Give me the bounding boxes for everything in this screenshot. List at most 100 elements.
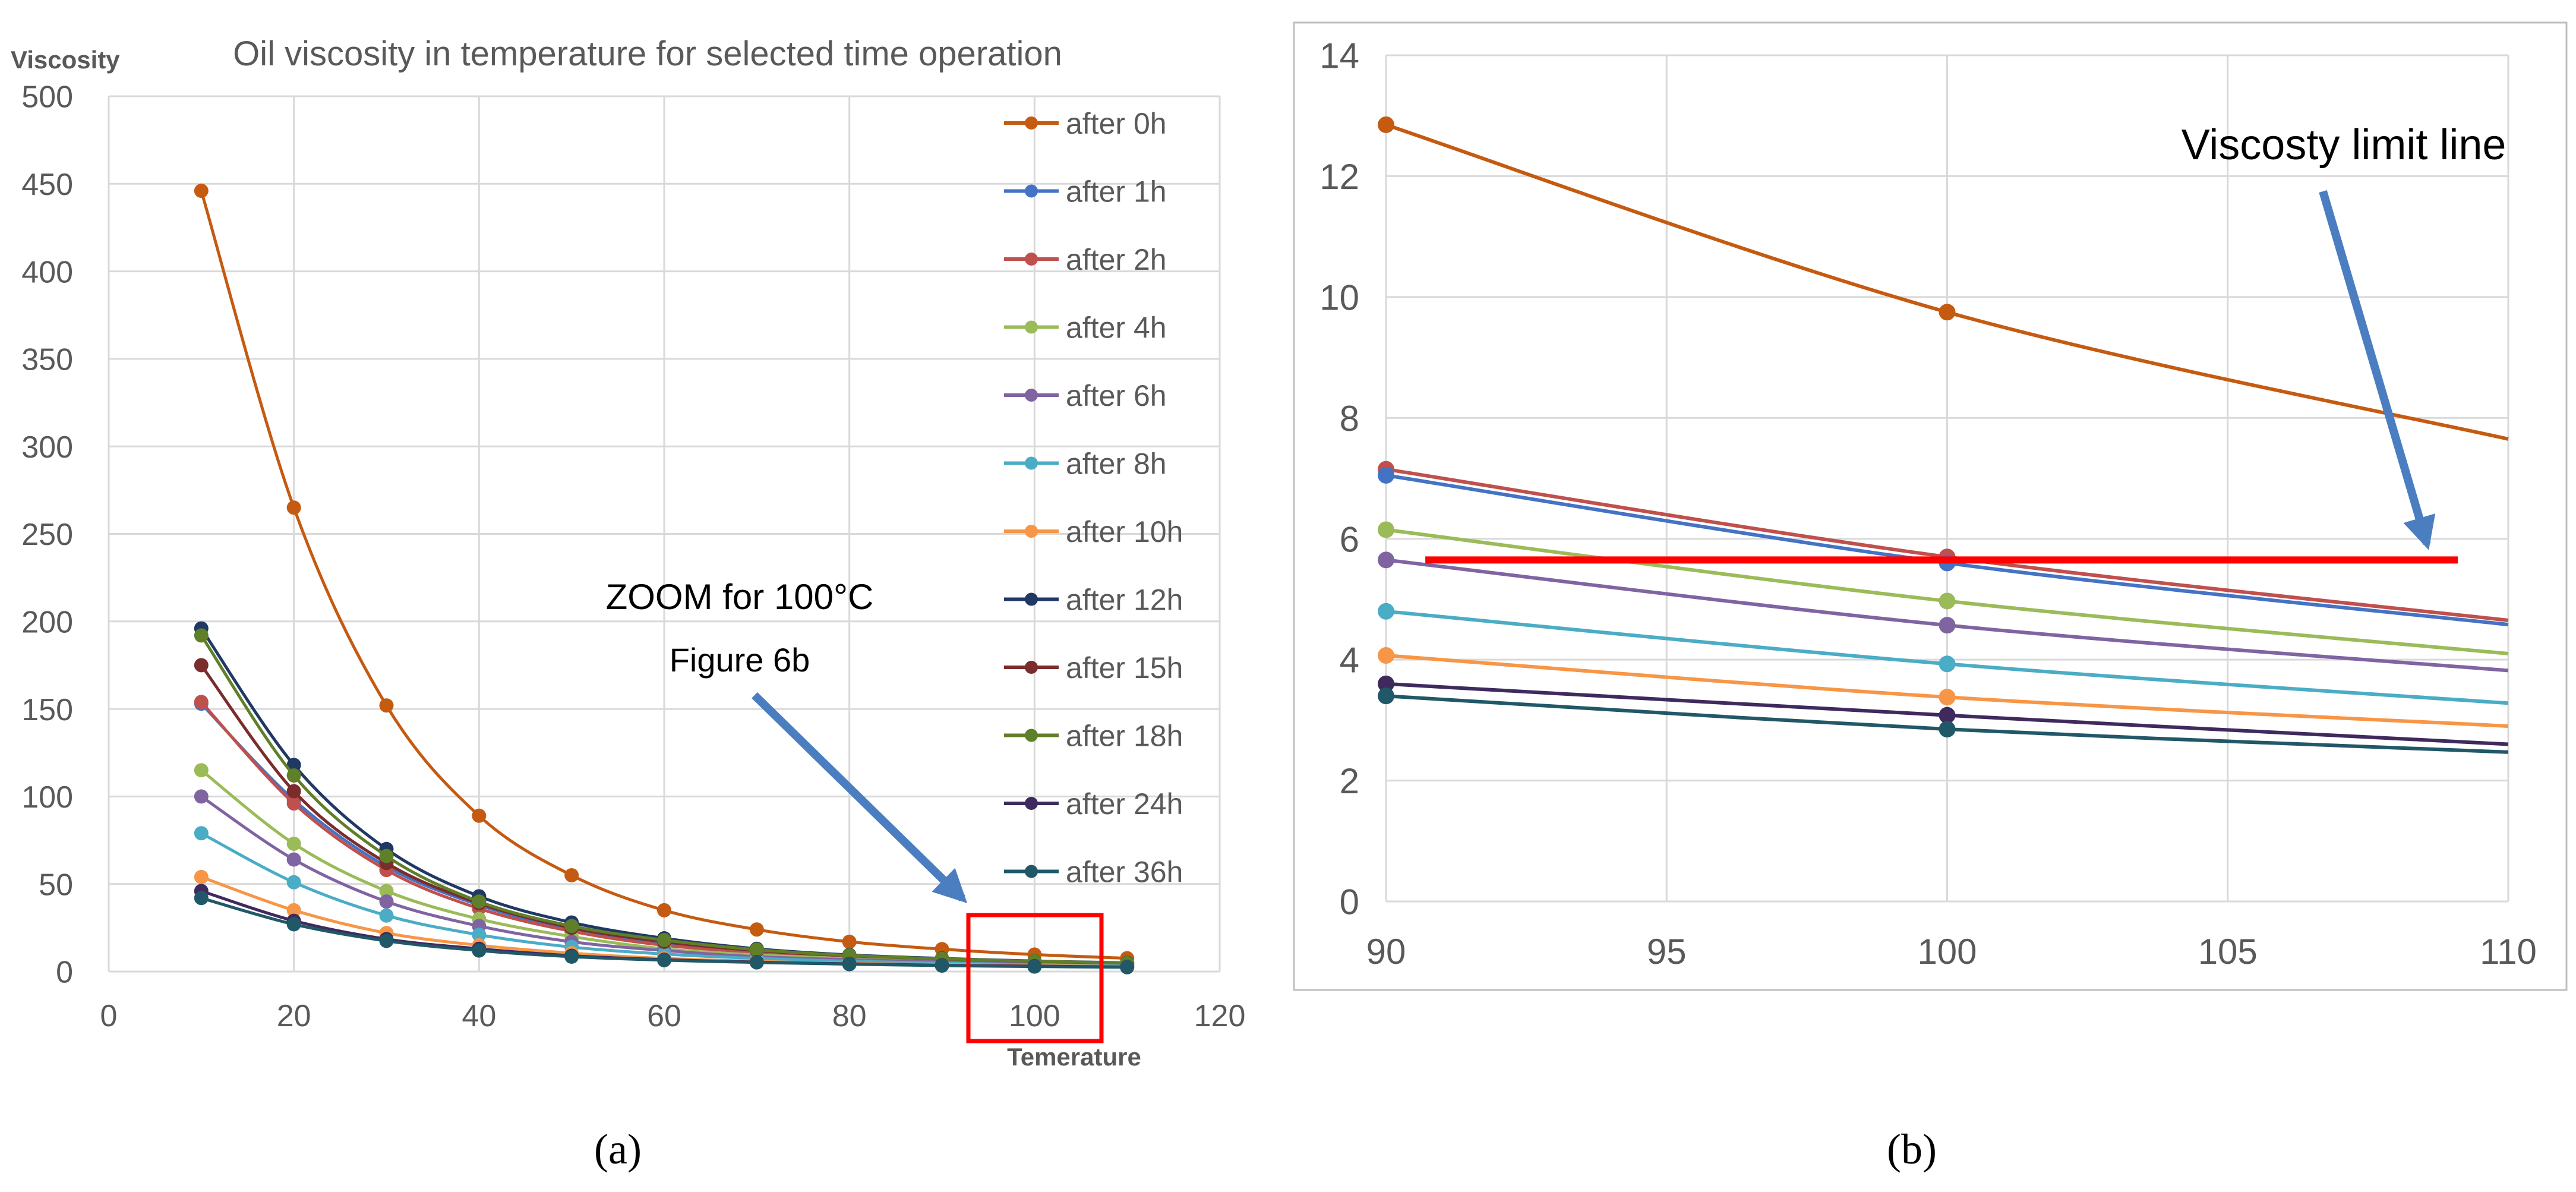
- legend-label-after-24h: after 24h: [1066, 787, 1183, 821]
- data-point-after-18h-30: [379, 849, 394, 863]
- zoom-annotation-line2: Figure 6b: [670, 641, 810, 679]
- x-tick-105: 105: [2198, 932, 2258, 972]
- zoom-box: [966, 913, 1104, 1043]
- legend-item-after-4h: after 4h: [1004, 311, 1167, 345]
- data-point-after-4h-100: [1939, 592, 1956, 610]
- y-tick-2: 2: [1340, 761, 1359, 801]
- x-tick-90: 90: [1366, 932, 1406, 972]
- data-point-after-36h-30: [379, 934, 394, 948]
- data-point-after-8h-10: [194, 826, 209, 841]
- y-tick-300: 300: [21, 430, 73, 465]
- y-tick-250: 250: [21, 518, 73, 552]
- data-point-after-18h-40: [472, 894, 487, 909]
- y-tick-10: 10: [1319, 277, 1359, 317]
- data-point-after-2h-10: [194, 695, 209, 709]
- chart-b-frame: [1293, 21, 2568, 991]
- data-point-after-6h-30: [379, 894, 394, 909]
- chart-a-caption: (a): [594, 1125, 642, 1173]
- y-tick-400: 400: [21, 255, 73, 289]
- legend-label-after-0h: after 0h: [1066, 107, 1167, 140]
- data-point-after-8h-40: [472, 928, 487, 942]
- data-point-after-10h-20: [286, 903, 301, 917]
- x-tick-40: 40: [462, 999, 496, 1033]
- y-tick-0: 0: [1340, 882, 1359, 922]
- data-point-after-0h-90: [1378, 116, 1394, 133]
- series-after-36h: [1378, 688, 2509, 754]
- x-tick-100: 100: [1009, 999, 1060, 1033]
- legend-label-after-12h: after 12h: [1066, 584, 1183, 617]
- data-point-after-36h-60: [657, 953, 671, 967]
- data-point-after-10h-10: [194, 869, 209, 884]
- data-point-after-36h-40: [472, 943, 487, 958]
- y-tick-500: 500: [21, 80, 73, 115]
- data-point-after-15h-20: [286, 784, 301, 799]
- legend-item-after-0h: after 0h: [1004, 107, 1167, 140]
- data-point-after-1h-90: [1378, 466, 1394, 484]
- legend-marker-after-24h: [1025, 797, 1038, 810]
- legend-marker-after-15h: [1025, 661, 1038, 674]
- chart-a-legend: after 0h after 1h after 2h after 4h after 6h…: [1004, 107, 1183, 889]
- legend-marker-after-8h: [1025, 456, 1038, 470]
- legend-label-after-6h: after 6h: [1066, 379, 1167, 412]
- y-tick-200: 200: [21, 606, 73, 640]
- series-after-8h: [1378, 603, 2509, 705]
- data-point-after-36h-90: [935, 958, 949, 973]
- data-point-after-2h-20: [286, 796, 301, 811]
- data-point-after-18h-50: [564, 919, 579, 934]
- legend-label-after-36h: after 36h: [1066, 856, 1183, 889]
- series-after-0h: [194, 184, 1135, 966]
- data-point-after-6h-100: [1939, 617, 1956, 634]
- data-point-after-18h-70: [749, 942, 764, 957]
- data-point-after-36h-100: [1027, 959, 1042, 974]
- chart-b-x-ticks: 90 95 100 105 110: [1366, 932, 2537, 972]
- data-point-after-0h-10: [194, 184, 209, 198]
- limit-line-label: Viscosty limit line: [2182, 121, 2506, 169]
- data-point-after-36h-90: [1378, 688, 1394, 705]
- data-point-after-24h-100: [1939, 707, 1956, 724]
- y-tick-50: 50: [39, 868, 73, 902]
- data-point-after-36h-50: [564, 949, 579, 964]
- legend-item-after-24h: after 24h: [1004, 787, 1183, 821]
- data-point-after-18h-10: [194, 628, 209, 643]
- chart-b-y-ticks: 0 2 4 6 8 10 12 14: [1319, 36, 1359, 922]
- chart-b-series: [1378, 116, 2509, 754]
- legend-marker-after-2h: [1025, 253, 1038, 266]
- data-point-after-0h-50: [564, 868, 579, 882]
- chart-a-title: Oil viscosity in temperature for selecte…: [233, 34, 1062, 73]
- legend-item-after-2h: after 2h: [1004, 243, 1167, 276]
- data-point-after-36h-70: [749, 955, 764, 970]
- x-tick-0: 0: [100, 999, 118, 1033]
- y-tick-4: 4: [1340, 641, 1359, 680]
- data-point-after-36h-10: [194, 891, 209, 906]
- chart-a-x-ticks: 0 20 40 60 80 100 120: [100, 999, 1246, 1033]
- legend-marker-after-12h: [1025, 592, 1038, 606]
- legend-label-after-18h: after 18h: [1066, 720, 1183, 753]
- legend-marker-after-0h: [1025, 116, 1038, 130]
- legend-item-after-12h: after 12h: [1004, 584, 1183, 617]
- data-point-after-18h-20: [286, 768, 301, 783]
- x-tick-110: 110: [2480, 932, 2537, 972]
- data-point-after-0h-20: [286, 500, 301, 515]
- y-tick-12: 12: [1319, 157, 1359, 197]
- data-point-after-0h-100: [1939, 304, 1956, 321]
- data-point-after-36h-100: [1939, 721, 1956, 738]
- series-after-0h: [1378, 116, 2509, 441]
- data-point-after-4h-20: [286, 836, 301, 851]
- data-point-after-6h-10: [194, 789, 209, 804]
- x-tick-95: 95: [1647, 932, 1687, 972]
- y-tick-100: 100: [21, 780, 73, 815]
- series-after-18h: [194, 628, 1135, 970]
- data-point-after-10h-100: [1939, 689, 1956, 706]
- data-point-after-0h-30: [379, 698, 394, 713]
- legend-marker-after-4h: [1025, 320, 1038, 334]
- data-point-after-4h-30: [379, 884, 394, 898]
- data-point-after-0h-40: [472, 808, 487, 823]
- legend-label-after-15h: after 15h: [1066, 651, 1183, 685]
- y-tick-8: 8: [1340, 399, 1359, 439]
- data-point-after-8h-20: [286, 875, 301, 890]
- legend-marker-after-18h: [1025, 729, 1038, 742]
- y-tick-350: 350: [21, 343, 73, 377]
- y-tick-6: 6: [1340, 519, 1359, 559]
- data-point-after-8h-30: [379, 908, 394, 923]
